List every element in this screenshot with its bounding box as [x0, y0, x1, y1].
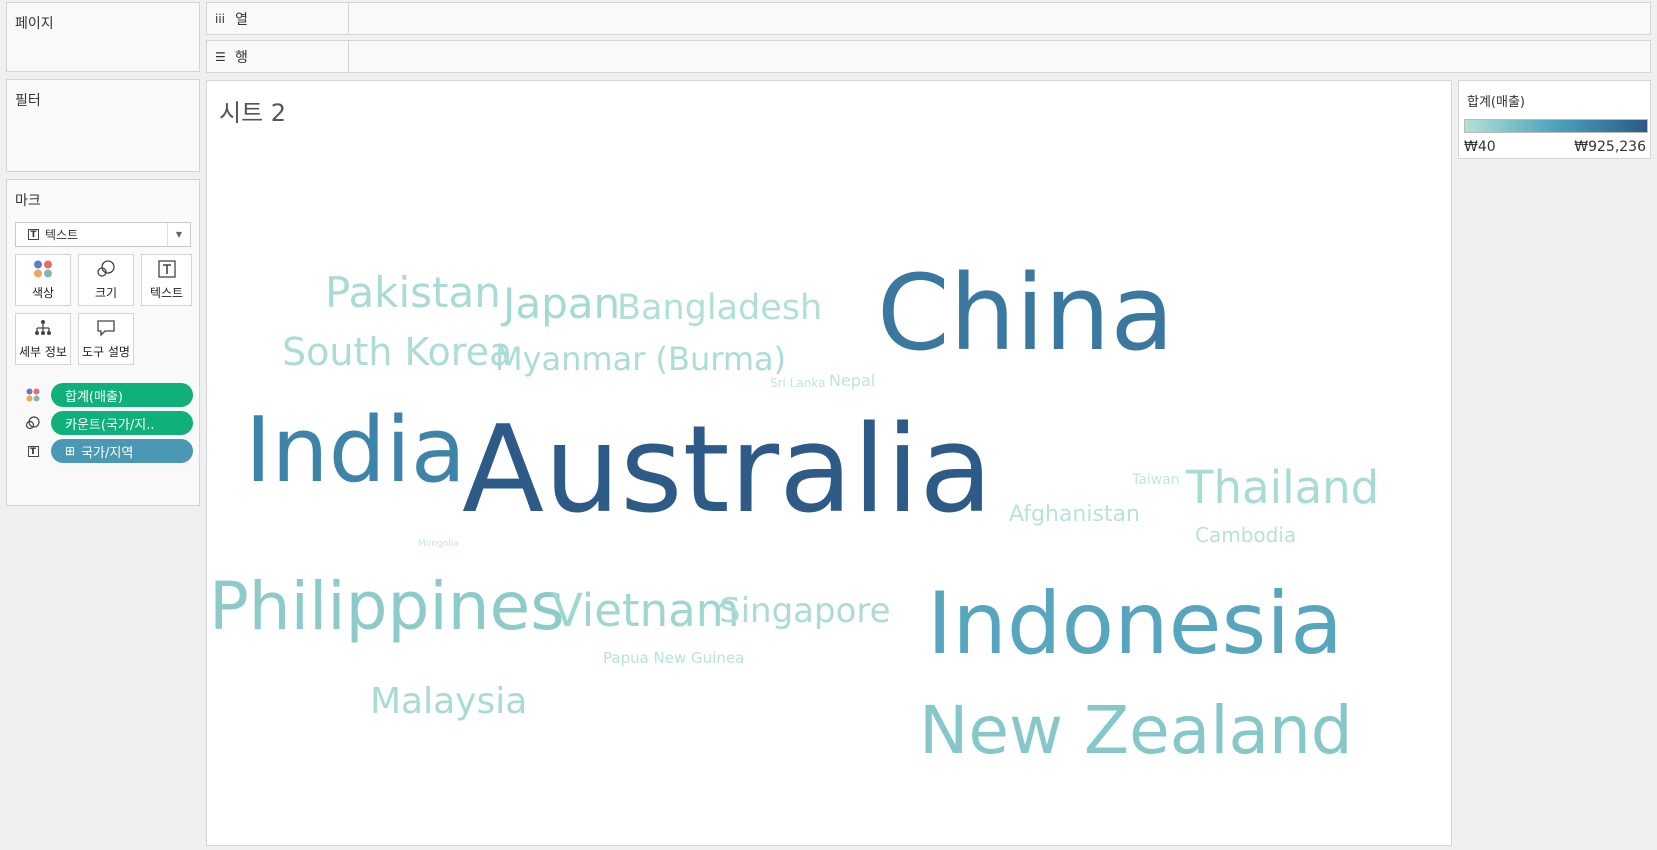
- color-pill-label: 합계(매출): [65, 389, 123, 405]
- size-icon: [97, 260, 115, 277]
- word-australia[interactable]: Australia: [462, 401, 993, 540]
- worksheet-view[interactable]: 시트 2 Australia China India Indonesia Philipp…: [206, 80, 1452, 846]
- color-button[interactable]: 색상: [15, 254, 71, 306]
- pages-shelf-label: 페이지: [15, 16, 54, 32]
- word-india[interactable]: India: [245, 398, 466, 503]
- legend-gradient-bar: [1464, 119, 1648, 133]
- mark-pill-row: T ⊞ 국가/지역: [23, 439, 193, 463]
- word-philippines[interactable]: Philippines: [209, 568, 565, 645]
- marks-card: 마크 T 텍스트 ▼ 색상 크기 텍스트 세부 정보: [6, 179, 200, 506]
- pages-shelf[interactable]: 페이지: [6, 2, 200, 72]
- size-pill-label: 카운트(국가/지..: [65, 417, 155, 433]
- marks-title: 마크: [15, 193, 41, 209]
- columns-shelf-label-box: iii 열: [207, 3, 349, 34]
- color-pill[interactable]: 합계(매출): [51, 383, 193, 407]
- size-icon: [23, 416, 43, 430]
- sheet-title: 시트 2: [219, 99, 287, 127]
- columns-icon: iii: [215, 11, 226, 26]
- detail-button[interactable]: 세부 정보: [15, 313, 71, 365]
- word-taiwan[interactable]: Taiwan: [1132, 472, 1180, 488]
- word-japan[interactable]: Japan: [503, 279, 621, 328]
- color-dots-icon: [23, 388, 43, 402]
- text-button-label: 텍스트: [149, 286, 184, 300]
- mark-pill-row: 합계(매출): [23, 383, 193, 407]
- text-pill-label: 국가/지역: [81, 445, 134, 461]
- word-nepal[interactable]: Nepal: [829, 371, 876, 390]
- filters-shelf[interactable]: 필터: [6, 79, 200, 172]
- word-thailand[interactable]: Thailand: [1186, 461, 1380, 514]
- columns-shelf[interactable]: iii 열: [206, 2, 1651, 35]
- chevron-down-icon[interactable]: ▼: [167, 223, 190, 246]
- word-vietnam[interactable]: Vietnam: [552, 584, 740, 637]
- detail-button-label: 세부 정보: [19, 345, 67, 359]
- rows-shelf[interactable]: ☰ 행: [206, 40, 1651, 73]
- text-pill[interactable]: ⊞ 국가/지역: [51, 439, 193, 463]
- word-myanmar-burma[interactable]: Myanmar (Burma): [495, 340, 787, 378]
- color-legend[interactable]: 합계(매출) ₩40 ₩925,236: [1458, 80, 1651, 159]
- hierarchy-plus-icon[interactable]: ⊞: [65, 444, 76, 458]
- text-icon: [157, 260, 176, 278]
- legend-min-label: ₩40: [1464, 139, 1496, 155]
- rows-label: 행: [235, 49, 248, 66]
- rows-icon: ☰: [215, 49, 226, 64]
- filters-shelf-label: 필터: [15, 93, 41, 109]
- detail-icon: [35, 320, 51, 335]
- word-papua-new-guinea[interactable]: Papua New Guinea: [603, 649, 745, 667]
- text-button[interactable]: 텍스트: [141, 254, 192, 306]
- legend-max-label: ₩925,236: [1574, 139, 1646, 155]
- mark-type-select[interactable]: T 텍스트 ▼: [15, 222, 191, 247]
- text-icon: T: [23, 445, 43, 457]
- word-indonesia[interactable]: Indonesia: [927, 574, 1343, 674]
- word-pakistan[interactable]: Pakistan: [325, 268, 501, 317]
- word-south-korea[interactable]: South Korea: [282, 330, 513, 374]
- size-pill[interactable]: 카운트(국가/지..: [51, 411, 193, 435]
- mark-pill-row: 카운트(국가/지..: [23, 411, 193, 435]
- tooltip-button[interactable]: 도구 설명: [78, 313, 134, 365]
- tooltip-icon: [97, 320, 115, 337]
- word-china[interactable]: China: [877, 252, 1175, 374]
- word-sri-lanka[interactable]: Sri Lanka: [770, 376, 826, 390]
- word-new-zealand[interactable]: New Zealand: [919, 692, 1353, 769]
- color-dots-icon: [34, 260, 52, 278]
- legend-title: 합계(매출): [1467, 95, 1525, 110]
- word-singapore[interactable]: Singapore: [719, 591, 891, 631]
- text-mark-icon: T: [28, 229, 39, 240]
- mark-type-label: 텍스트: [45, 228, 79, 242]
- color-button-label: 색상: [31, 286, 55, 300]
- word-mongolia[interactable]: Mongolia: [418, 539, 459, 549]
- size-button[interactable]: 크기: [78, 254, 134, 306]
- word-cambodia[interactable]: Cambodia: [1195, 523, 1297, 547]
- word-afghanistan[interactable]: Afghanistan: [1009, 502, 1140, 527]
- word-malaysia[interactable]: Malaysia: [370, 681, 528, 722]
- tooltip-button-label: 도구 설명: [82, 345, 130, 359]
- size-button-label: 크기: [94, 286, 118, 300]
- rows-shelf-label-box: ☰ 행: [207, 41, 349, 72]
- columns-label: 열: [235, 11, 248, 28]
- word-bangladesh[interactable]: Bangladesh: [617, 288, 823, 328]
